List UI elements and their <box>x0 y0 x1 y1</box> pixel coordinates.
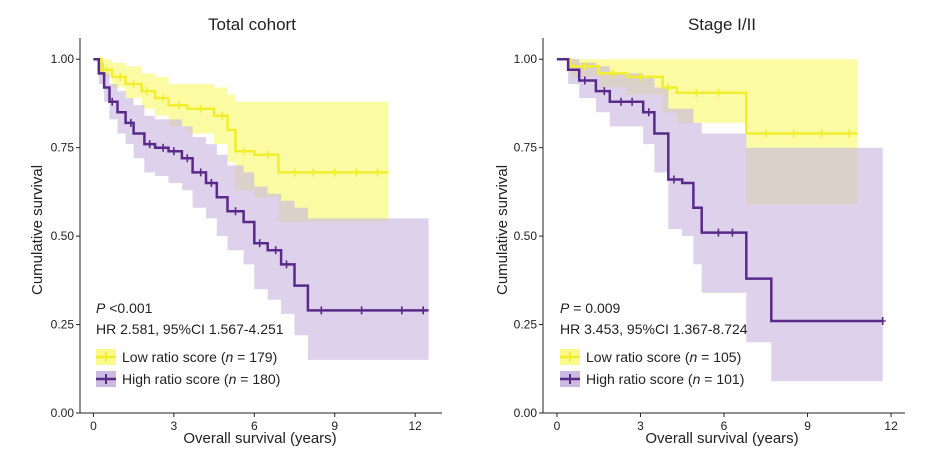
censor-mark-high <box>272 246 279 255</box>
censor-mark-high <box>645 108 652 117</box>
censor-mark-high <box>318 306 325 315</box>
x-tick-label: 6 <box>251 419 258 433</box>
x-tick-label: 9 <box>804 419 811 433</box>
legend-label-high: High ratio score (n = 180) <box>122 371 280 387</box>
censor-mark-high <box>629 97 636 106</box>
y-tick-label: 0.25 <box>51 318 75 332</box>
hazard-ratio-text: HR 3.453, 95%CI 1.367-8.724 <box>560 321 748 337</box>
x-tick-label: 12 <box>884 419 898 433</box>
panel-total-cohort: Total cohort Cumulative survival Overall… <box>29 15 442 447</box>
censor-mark-low <box>609 69 616 78</box>
censor-mark-high <box>170 147 177 156</box>
censor-mark-high <box>670 175 677 184</box>
censor-mark-high <box>208 179 215 187</box>
censor-mark-high <box>358 306 365 315</box>
survival-line-low <box>556 57 858 135</box>
hazard-ratio-text: HR 2.581, 95%CI 1.567-4.251 <box>96 321 284 337</box>
censor-mark-high <box>879 317 886 325</box>
x-tick-label: 6 <box>721 419 728 433</box>
x-tick-label: 12 <box>409 419 423 433</box>
censor-mark-high <box>127 118 134 127</box>
censor-mark-low <box>176 101 183 110</box>
censor-mark-high <box>618 97 624 106</box>
legend-label-low: Low ratio score (n = 179) <box>122 349 277 365</box>
censor-mark-high <box>601 87 608 96</box>
x-tick-label: 0 <box>90 419 97 433</box>
censor-mark-high <box>283 260 290 269</box>
y-tick-label: 1.00 <box>514 52 538 66</box>
censor-mark-low <box>846 129 853 138</box>
censor-mark-low <box>144 87 150 96</box>
censor-mark-high <box>184 154 191 163</box>
chart-title: Stage I/II <box>688 15 756 34</box>
y-tick-label: 0.50 <box>51 229 75 243</box>
censor-mark-high <box>232 207 239 216</box>
censor-mark-low <box>637 72 644 81</box>
p-value-text: P <0.001 <box>96 300 153 316</box>
censor-mark-low <box>665 83 672 92</box>
y-axis-label: Cumulative survival <box>29 165 46 295</box>
censor-mark-low <box>117 72 124 81</box>
y-tick-label: 0.00 <box>51 406 75 420</box>
censor-mark-low <box>331 168 338 177</box>
chart-title: Total cohort <box>208 15 296 34</box>
censor-mark-low <box>160 94 167 103</box>
y-axis-label: Cumulative survival <box>494 165 511 295</box>
censor-mark-high <box>398 306 405 315</box>
censor-mark-low <box>581 62 588 71</box>
censor-mark-low <box>219 111 226 120</box>
censor-mark-low <box>353 168 360 177</box>
x-tick-label: 3 <box>637 419 644 433</box>
x-tick-label: 3 <box>171 419 178 433</box>
y-tick-label: 0.00 <box>514 406 538 420</box>
censor-mark-high <box>160 143 167 152</box>
censor-mark-high <box>146 140 153 149</box>
censor-mark-low <box>291 168 298 177</box>
censor-mark-high <box>715 228 722 237</box>
p-value-text: P = 0.009 <box>560 300 621 316</box>
legend: Low ratio score (n = 105) High ratio sco… <box>560 349 744 387</box>
y-tick-label: 0.75 <box>514 141 538 155</box>
y-tick-label: 0.25 <box>514 318 538 332</box>
censor-mark-high <box>256 239 263 248</box>
y-tick-label: 0.75 <box>51 141 75 155</box>
censor-mark-high <box>581 76 588 85</box>
legend-label-low: Low ratio score (n = 105) <box>586 349 741 365</box>
censor-mark-low <box>762 129 769 138</box>
x-tick-label: 9 <box>331 419 338 433</box>
x-axis-label: Overall survival (years) <box>183 430 336 447</box>
x-tick-label: 0 <box>554 419 561 433</box>
legend-label-high: High ratio score (n = 101) <box>586 371 744 387</box>
y-tick-label: 1.00 <box>51 52 75 66</box>
censor-mark-low <box>693 88 700 97</box>
censor-mark-low <box>818 129 825 138</box>
confidence-band-low <box>93 59 389 223</box>
y-tick-label: 0.50 <box>514 229 538 243</box>
confidence-band-high <box>93 59 429 360</box>
censor-mark-low <box>374 168 381 177</box>
censor-mark-high <box>420 306 427 315</box>
censor-mark-high <box>729 228 736 237</box>
censor-mark-low <box>715 88 722 97</box>
plot-area <box>556 57 886 382</box>
legend: Low ratio score (n = 179) High ratio sco… <box>96 349 280 387</box>
x-axis-label: Overall survival (years) <box>645 430 798 447</box>
confidence-band-high <box>556 59 883 382</box>
censor-mark-low <box>130 80 137 88</box>
censor-mark-low <box>103 65 110 74</box>
censor-mark-low <box>197 104 204 113</box>
censor-mark-low <box>264 150 271 159</box>
plot-area <box>93 57 429 360</box>
censor-mark-low <box>240 147 247 156</box>
censor-mark-low <box>790 129 797 138</box>
censor-mark-high <box>197 168 204 177</box>
censor-mark-high <box>109 97 116 106</box>
panel-stage-i-ii: Stage I/II Cumulative survival Overall s… <box>494 15 905 447</box>
censor-mark-low <box>310 168 317 177</box>
